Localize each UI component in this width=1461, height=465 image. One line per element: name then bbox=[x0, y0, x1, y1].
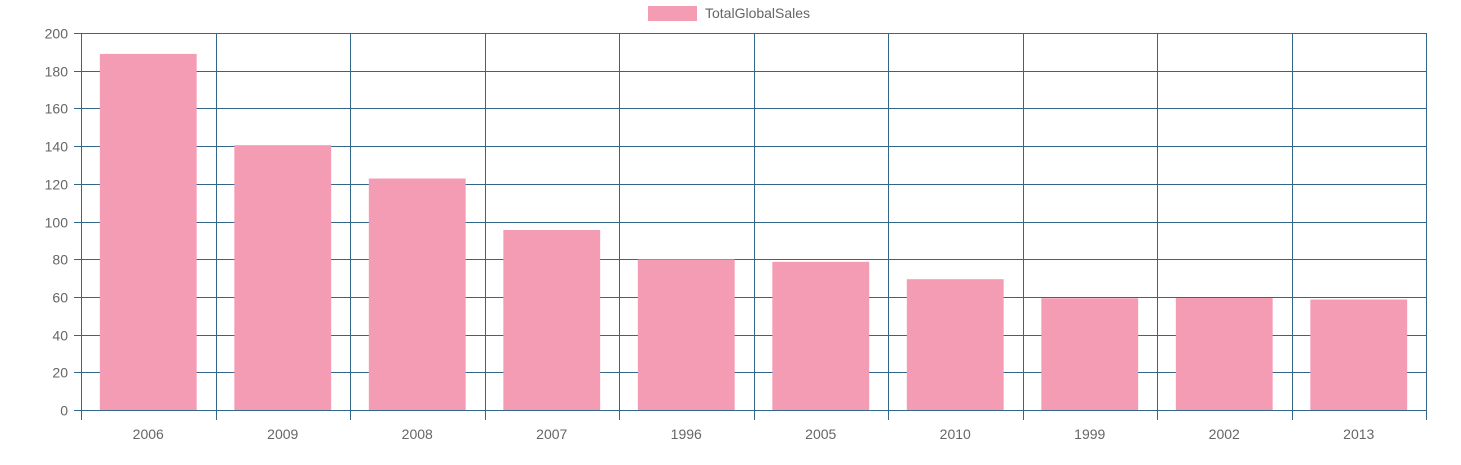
y-tick-label: 200 bbox=[45, 26, 69, 42]
legend-label: TotalGlobalSales bbox=[705, 5, 810, 21]
x-axis-ticks: 2006 2009 2008 2007 1996 2005 2010 1999 2002 2013 bbox=[133, 426, 1375, 442]
y-axis-ticks: 0 20 40 60 80 100 120 140 160 180 200 bbox=[45, 26, 69, 419]
x-tick-label: 1996 bbox=[671, 426, 702, 442]
y-tick-label: 160 bbox=[45, 101, 69, 117]
bar-1999[interactable] bbox=[1041, 298, 1139, 410]
legend-swatch bbox=[648, 6, 697, 21]
bar-2009[interactable] bbox=[234, 145, 332, 410]
y-tick-label: 140 bbox=[45, 139, 69, 155]
bar-2007[interactable] bbox=[503, 229, 601, 410]
x-tick-label: 2009 bbox=[267, 426, 298, 442]
legend[interactable]: TotalGlobalSales bbox=[648, 5, 810, 21]
y-tick-label: 60 bbox=[52, 290, 68, 306]
x-tick-label: 2007 bbox=[536, 426, 567, 442]
y-tick-label: 20 bbox=[52, 365, 68, 381]
y-tick-label: 100 bbox=[45, 215, 69, 231]
y-tick-label: 0 bbox=[60, 403, 68, 419]
y-tick-label: 120 bbox=[45, 177, 69, 193]
x-tick-label: 2010 bbox=[940, 426, 971, 442]
y-tick-label: 80 bbox=[52, 252, 68, 268]
x-tick-label: 2005 bbox=[805, 426, 836, 442]
y-tick-label: 40 bbox=[52, 328, 68, 344]
bars bbox=[99, 53, 1408, 411]
x-tick-label: 2008 bbox=[402, 426, 433, 442]
bar-2008[interactable] bbox=[368, 178, 466, 410]
x-tick-label: 2002 bbox=[1209, 426, 1240, 442]
bar-2013[interactable] bbox=[1310, 299, 1408, 410]
bar-2002[interactable] bbox=[1175, 298, 1273, 410]
y-tick-label: 180 bbox=[45, 64, 69, 80]
bar-1996[interactable] bbox=[637, 259, 735, 410]
bar-2005[interactable] bbox=[772, 261, 870, 410]
bar-2010[interactable] bbox=[906, 279, 1004, 410]
x-tick-label: 2006 bbox=[133, 426, 164, 442]
x-tick-label: 1999 bbox=[1074, 426, 1105, 442]
x-tick-label: 2013 bbox=[1343, 426, 1374, 442]
bar-2006[interactable] bbox=[99, 53, 197, 411]
